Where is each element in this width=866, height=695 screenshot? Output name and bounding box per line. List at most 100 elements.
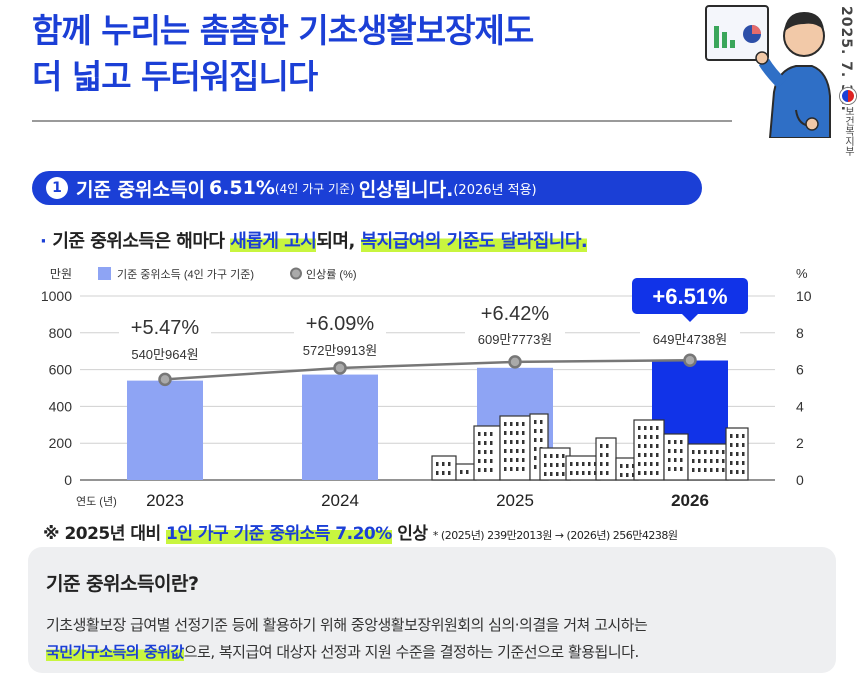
- value-label-bg: [290, 342, 390, 360]
- city-window: [576, 462, 579, 466]
- x-tick-label: 2026: [671, 491, 709, 510]
- bullet-text-b: 되며,: [316, 231, 355, 252]
- city-window: [632, 473, 635, 477]
- rate-line: [164, 358, 691, 381]
- city-window: [644, 453, 647, 457]
- city-window: [534, 465, 537, 469]
- city-window: [570, 471, 573, 475]
- city-window: [704, 459, 707, 463]
- city-window: [742, 443, 745, 447]
- city-window: [704, 450, 707, 454]
- city-window: [582, 471, 585, 475]
- city-window: [516, 422, 519, 426]
- city-window: [436, 471, 439, 475]
- legend-bar-swatch: [98, 267, 111, 280]
- city-window: [680, 440, 683, 444]
- bullet-dot: ·: [40, 231, 47, 252]
- city-window: [582, 462, 585, 466]
- definition-line-1: 기초생활보장 급여별 선정기준 등에 활용하기 위해 중앙생활보장위원회의 심의…: [46, 616, 648, 634]
- title-line-2: 더 넓고 두터워집니다: [32, 57, 318, 96]
- city-window: [478, 459, 481, 463]
- city-window: [710, 468, 713, 472]
- city-window: [600, 444, 603, 448]
- city-window: [534, 456, 537, 460]
- city-window: [698, 468, 701, 472]
- rate-label-bg: [469, 302, 561, 326]
- city-window: [490, 432, 493, 436]
- city-window: [436, 462, 439, 466]
- right-tick-label: 4: [796, 398, 804, 414]
- city-window: [522, 467, 525, 471]
- rate-point: [158, 372, 172, 387]
- city-window: [522, 440, 525, 444]
- city-window: [722, 450, 725, 454]
- city-window: [484, 432, 487, 436]
- city-window: [668, 467, 671, 471]
- city-window: [588, 462, 591, 466]
- page-title: 함께 누리는 촘촘한 기초생활보장제도 더 넓고 두터워집니다: [32, 8, 534, 100]
- note-detail: * (2025년) 239만2013원 → (2026년) 256만4238원: [432, 529, 678, 542]
- city-building: [431, 455, 457, 481]
- city-window: [606, 444, 609, 448]
- value-label-bg: [465, 331, 565, 349]
- city-window: [544, 463, 547, 467]
- city-window: [490, 441, 493, 445]
- city-window: [674, 440, 677, 444]
- city-window: [556, 463, 559, 467]
- city-window: [544, 454, 547, 458]
- city-window: [570, 462, 573, 466]
- city-window: [490, 468, 493, 472]
- definition-line-2: 으로, 복지급여 대상자 선정과 지원 수준을 결정하는 기준선으로 활용됩니다…: [183, 643, 639, 661]
- city-window: [692, 468, 695, 472]
- x-tick-label: 2023: [146, 491, 184, 510]
- city-window: [730, 443, 733, 447]
- city-window: [656, 462, 659, 466]
- rate-label: +6.09%: [306, 313, 375, 335]
- rate-point: [333, 361, 347, 375]
- city-window: [730, 461, 733, 465]
- income-bar: [302, 374, 378, 480]
- city-window: [550, 454, 553, 458]
- city-window: [522, 449, 525, 453]
- city-window: [510, 431, 513, 435]
- city-window: [504, 422, 507, 426]
- presenter-illustration-icon: [705, 5, 831, 138]
- city-window: [656, 435, 659, 439]
- city-window: [534, 438, 537, 442]
- section-1-applied-year: (2026년 적용): [453, 182, 537, 198]
- rate-callout-pointer: [682, 314, 698, 322]
- city-window: [638, 453, 641, 457]
- city-window: [442, 462, 445, 466]
- city-window: [674, 449, 677, 453]
- ministry-mark: 보건복지부: [840, 88, 856, 156]
- city-window: [522, 458, 525, 462]
- left-tick-label: 200: [49, 435, 73, 451]
- city-window: [540, 438, 543, 442]
- city-window: [668, 458, 671, 462]
- legend-line-swatch: [290, 267, 302, 280]
- city-window: [504, 440, 507, 444]
- rate-label-bg: [294, 312, 386, 336]
- city-window: [644, 435, 647, 439]
- city-window: [698, 450, 701, 454]
- city-window: [650, 471, 653, 475]
- city-window: [710, 459, 713, 463]
- right-tick-label: 2: [796, 435, 804, 451]
- city-window: [692, 459, 695, 463]
- city-window: [510, 422, 513, 426]
- city-building: [473, 425, 501, 481]
- left-axis-unit: 만원: [50, 267, 72, 281]
- right-tick-label: 10: [796, 288, 812, 304]
- city-window: [490, 450, 493, 454]
- city-window: [510, 440, 513, 444]
- city-window: [730, 470, 733, 474]
- definition-text: 기초생활보장 급여별 선정기준 등에 활용하기 위해 중앙생활보장위원회의 심의…: [46, 612, 818, 666]
- city-window: [722, 459, 725, 463]
- note-suffix: 인상: [397, 524, 428, 544]
- city-window: [594, 462, 597, 466]
- city-window: [644, 471, 647, 475]
- city-window: [710, 450, 713, 454]
- publish-date: 2025. 7. 31.: [838, 6, 854, 112]
- city-window: [680, 449, 683, 453]
- city-window: [620, 473, 623, 477]
